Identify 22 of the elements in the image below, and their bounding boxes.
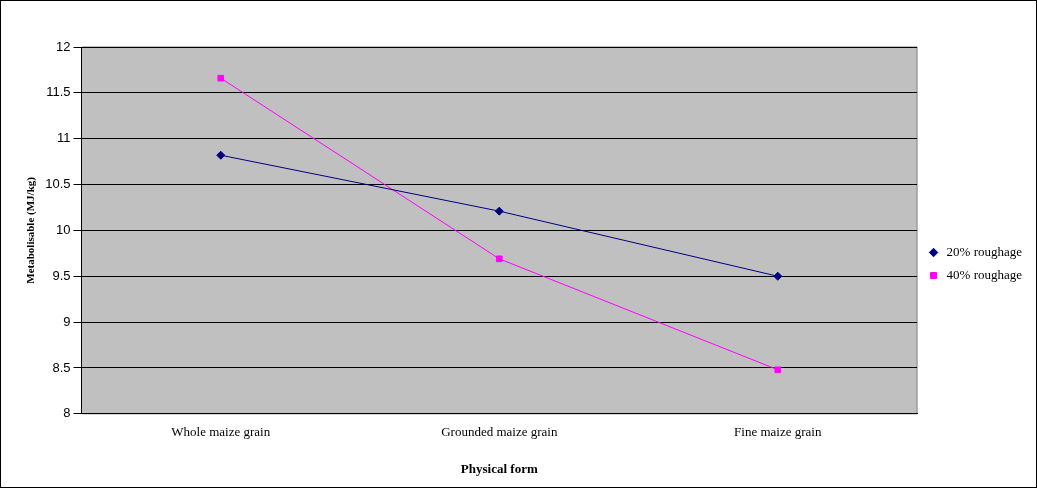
legend-label: 20% roughage bbox=[946, 243, 1023, 259]
point bbox=[774, 366, 782, 374]
y-tick-label: 10 bbox=[56, 221, 71, 237]
point bbox=[216, 150, 226, 160]
y-tick-label: 8 bbox=[63, 405, 71, 421]
legend-label: 40% roughage bbox=[946, 266, 1023, 282]
x-tick-label: Whole maize grain bbox=[171, 424, 271, 440]
y-tick-label: 11.5 bbox=[46, 84, 71, 100]
y-axis-title: Metabolisable (MJ/kg) bbox=[24, 176, 38, 284]
point bbox=[217, 74, 225, 82]
point bbox=[773, 271, 783, 281]
x-axis-title: Physical form bbox=[460, 460, 538, 476]
y-tick-label: 10.5 bbox=[45, 176, 71, 192]
point bbox=[495, 255, 503, 263]
point bbox=[494, 206, 504, 216]
y-tick-label: 12 bbox=[56, 38, 71, 54]
x-tick-label: Fine maize grain bbox=[734, 424, 822, 440]
y-tick-label: 9 bbox=[63, 313, 71, 329]
y-tick-label: 8.5 bbox=[52, 359, 71, 375]
y-tick-label: 11 bbox=[57, 130, 71, 146]
y-tick-label: 9.5 bbox=[52, 267, 71, 283]
x-tick-label: Grounded maize grain bbox=[441, 424, 558, 440]
